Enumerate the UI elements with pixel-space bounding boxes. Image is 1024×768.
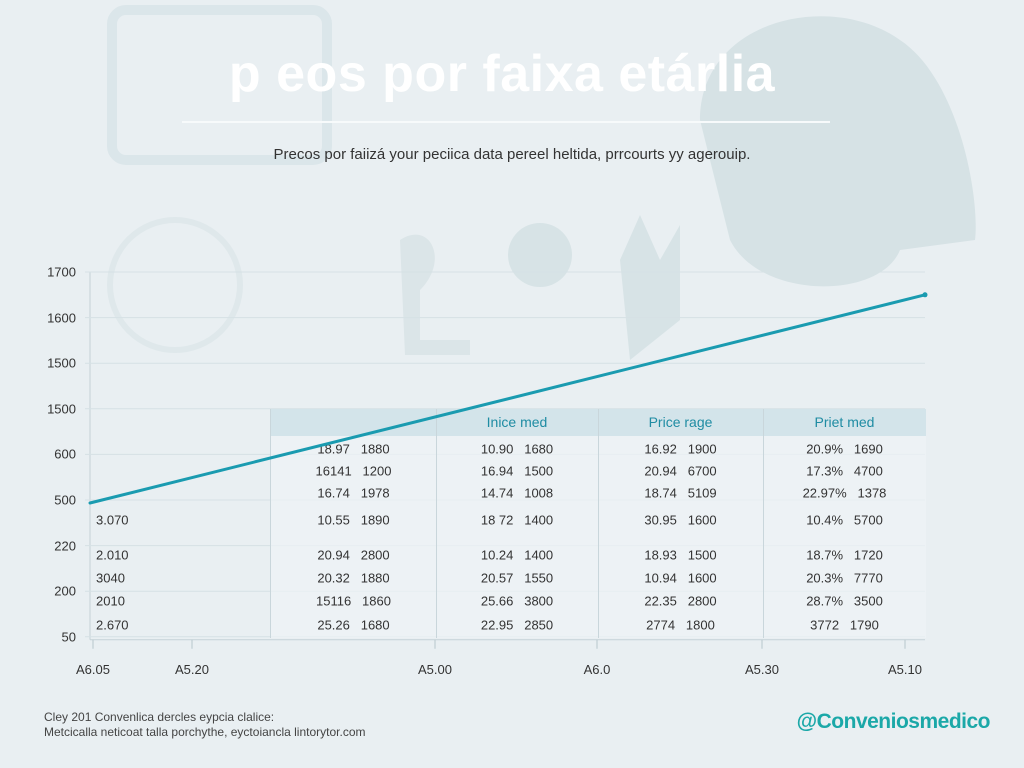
table-cell: 10.90 1680 xyxy=(480,441,554,457)
row-label: 3040 xyxy=(96,570,125,586)
child-silhouette-icon xyxy=(508,223,572,287)
table-cell: 20.94 2800 xyxy=(317,547,390,563)
table-cell: 20.32 1880 xyxy=(317,570,390,586)
subtitle: Precos por faiizá your peciica data pere… xyxy=(273,146,751,163)
column-header: Inice med xyxy=(486,414,548,430)
table-cell: 16141 1200 xyxy=(315,463,392,479)
column-divider xyxy=(598,409,599,638)
row-label: 2010 xyxy=(96,593,125,609)
table-cell: 16.94 1500 xyxy=(480,463,554,479)
y-tick-label: 600 xyxy=(54,446,76,462)
table-cell: 25.26 1680 xyxy=(317,617,390,633)
column-divider xyxy=(436,409,437,638)
table-cell: 18.97 1880 xyxy=(317,441,390,457)
y-tick-label: 1500 xyxy=(47,355,76,371)
table-cell: 22.35 2800 xyxy=(644,593,717,609)
table-cell: 10.24 1400 xyxy=(480,547,554,563)
footer-note: Cley 201 Convenlica dercles eypcia clali… xyxy=(44,710,366,740)
table-cell: 22.97% 1378 xyxy=(802,485,887,501)
brand-logo: @Conveniosmedico xyxy=(796,710,991,733)
y-tick-label: 50 xyxy=(61,629,76,645)
table-cell: 16.92 1900 xyxy=(644,441,717,457)
row-label: 3.070 xyxy=(96,512,129,528)
page-title: p eos por faixa etárlia xyxy=(228,45,776,103)
table-cell: 20.94 6700 xyxy=(644,463,717,479)
table-cell: 18.74 5109 xyxy=(644,485,717,501)
row-label: 2.010 xyxy=(96,547,129,563)
table-cell: 18 72 1400 xyxy=(480,512,554,528)
table-cell: 20.9% 1690 xyxy=(806,441,883,457)
table-cell: 20.3% 7770 xyxy=(806,570,883,586)
table-cell: 2774 1800 xyxy=(646,617,715,633)
table-cell: 18.93 1500 xyxy=(644,547,717,563)
table-cell: 10.55 1890 xyxy=(317,512,390,528)
table-cell: 10.4% 5700 xyxy=(806,512,883,528)
table-cell: 22.95 2850 xyxy=(480,617,554,633)
table-cell: 25.66 3800 xyxy=(480,593,554,609)
monitor-icon xyxy=(107,5,332,165)
y-tick-label: 220 xyxy=(54,538,76,554)
table-cell: 3772 1790 xyxy=(810,617,879,633)
table-cell: 15116 1860 xyxy=(316,593,391,609)
table-cell: 16.74 1978 xyxy=(317,485,390,501)
row-label: 2.670 xyxy=(96,617,129,633)
x-tick-label: A6.0 xyxy=(583,662,611,677)
y-tick-label: 1600 xyxy=(47,310,76,326)
table-cell: 30.95 1600 xyxy=(644,512,717,528)
x-tick-label: A5.20 xyxy=(175,662,209,677)
table-cell: 17.3% 4700 xyxy=(806,463,883,479)
y-tick-label: 1700 xyxy=(47,264,76,280)
x-tick-label: A6.05 xyxy=(76,662,110,677)
footer-line-2: Metcicalla neticoat talla porchythe, eyc… xyxy=(44,725,366,739)
y-tick-label: 200 xyxy=(54,583,76,599)
column-header: Priet med xyxy=(814,414,875,430)
column-divider xyxy=(763,409,764,638)
y-tick-label: 1500 xyxy=(47,401,76,417)
table-cell: 10.94 1600 xyxy=(644,570,717,586)
table-cell: 14.74 1008 xyxy=(480,485,554,501)
x-tick-label: A5.10 xyxy=(888,662,922,677)
table-cell: 28.7% 3500 xyxy=(806,593,883,609)
person-silhouette-icon xyxy=(700,16,976,287)
table-cell: 18.7% 1720 xyxy=(806,547,883,563)
column-header xyxy=(271,409,436,436)
y-tick-label: 500 xyxy=(54,492,76,508)
x-tick-label: A5.00 xyxy=(418,662,452,677)
table-cell: 20.57 1550 xyxy=(480,570,554,586)
footer-line-1: Cley 201 Convenlica dercles eypcia clali… xyxy=(44,710,275,724)
price-table: Inice med Price rage Priet med 18.97 1880 1… xyxy=(270,409,926,638)
column-header: Price rage xyxy=(648,414,713,430)
x-tick-label: A5.30 xyxy=(745,662,779,677)
title-divider xyxy=(182,121,830,123)
